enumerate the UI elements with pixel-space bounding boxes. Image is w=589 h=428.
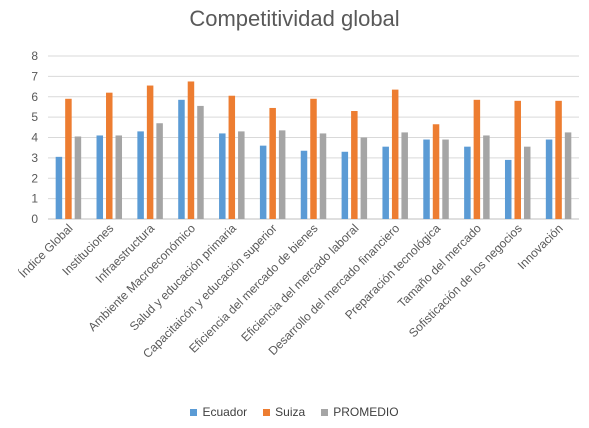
bar-promedio [523, 146, 531, 219]
y-tick-label: 3 [31, 151, 38, 165]
bar-promedio [564, 132, 572, 219]
y-tick-label: 8 [31, 49, 38, 63]
bar-promedio [115, 135, 123, 219]
y-tick-label: 0 [31, 212, 38, 226]
bar-suiza [146, 85, 154, 219]
legend-label: PROMEDIO [333, 405, 399, 419]
chart-legend: Ecuador Suiza PROMEDIO [0, 405, 589, 419]
bar-suiza [187, 81, 195, 219]
y-tick-label: 5 [31, 110, 38, 124]
bar-suiza [514, 100, 521, 219]
bar-promedio [197, 105, 204, 219]
bar-ecuador [504, 159, 512, 219]
bar-ecuador [464, 146, 471, 219]
y-tick-label: 4 [31, 131, 38, 145]
legend-swatch [190, 408, 198, 416]
bar-suiza [473, 99, 481, 219]
y-tick-label: 6 [31, 90, 38, 104]
bar-ecuador [423, 139, 430, 219]
bar-promedio [74, 136, 82, 219]
legend-swatch [321, 408, 329, 416]
bar-promedio [156, 123, 163, 219]
legend-swatch [263, 408, 271, 416]
bar-suiza [432, 124, 440, 219]
bar-promedio [483, 135, 490, 219]
bar-ecuador [259, 145, 267, 219]
legend-item: PROMEDIO [321, 405, 399, 419]
bar-promedio [319, 133, 327, 219]
chart-title: Competitividad global [189, 6, 400, 31]
bar-ecuador [341, 151, 349, 219]
y-tick-label: 1 [31, 192, 38, 206]
bar-promedio [360, 137, 368, 219]
bar-promedio [238, 131, 245, 219]
y-tick-label: 2 [31, 171, 38, 185]
bar-suiza [555, 100, 562, 219]
bar-suiza [351, 111, 358, 219]
legend-label: Ecuador [202, 405, 248, 419]
bar-suiza [65, 98, 72, 219]
bar-ecuador [178, 99, 185, 219]
bar-ecuador [137, 131, 144, 219]
bar-ecuador [382, 146, 389, 219]
bar-suiza [310, 98, 317, 219]
bar-ecuador [219, 133, 226, 219]
bar-promedio [401, 132, 408, 219]
bar-suiza [391, 89, 399, 220]
bar-suiza [269, 107, 276, 219]
bar-promedio [442, 139, 449, 219]
legend-label: Suiza [275, 405, 306, 419]
bar-ecuador [545, 139, 553, 219]
y-tick-label: 7 [31, 69, 38, 83]
legend-item: Ecuador [190, 405, 247, 419]
bar-ecuador [55, 156, 63, 219]
bar-suiza [106, 92, 113, 219]
bar-ecuador [96, 135, 104, 219]
legend-item: Suiza [263, 405, 305, 419]
bar-ecuador [300, 150, 308, 219]
bar-promedio [278, 130, 286, 219]
bar-suiza [228, 95, 236, 219]
